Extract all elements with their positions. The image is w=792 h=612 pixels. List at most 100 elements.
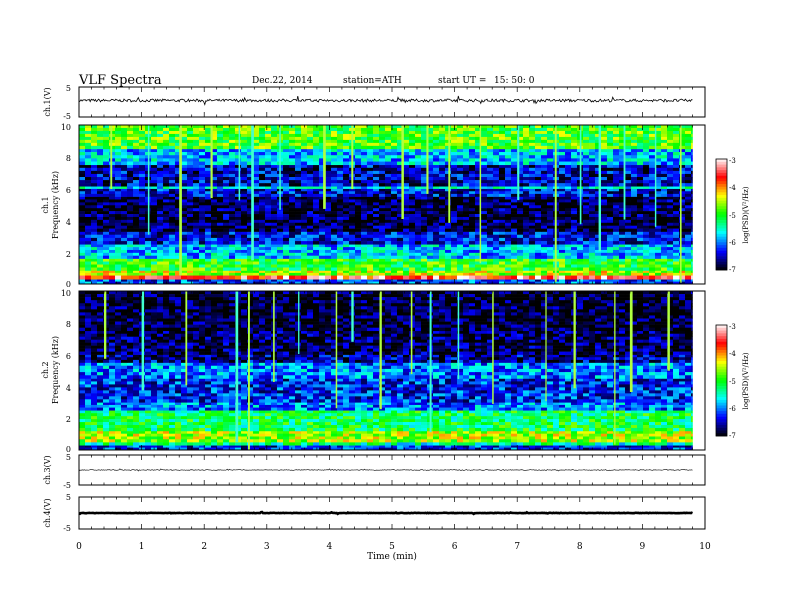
spectrogram-band-6: [79, 362, 693, 379]
spectrogram-band-5: [79, 231, 693, 245]
spec1-ylabel-ch: ch.1: [41, 196, 50, 213]
spectrogram-event-7: [323, 125, 326, 209]
spectrogram-band-4: [79, 244, 693, 259]
spectrogram-ch1-events: [110, 125, 682, 283]
figure-title: VLF Spectra: [78, 73, 162, 88]
spectrogram-band-3: [79, 258, 693, 271]
spectrogram-event-15: [573, 291, 576, 389]
spectrogram-band-8: [79, 330, 693, 355]
colorbar-ch2: -3 -4 -5 -6 -7 log(PSD)(V²/Hz): [715, 323, 750, 440]
spectrogram-event-10: [426, 125, 429, 194]
spec1-ytick-6: 6: [66, 186, 71, 195]
time-axis-title: Time (min): [367, 551, 417, 562]
spectrogram-band-3: [79, 410, 693, 432]
spectrogram-event-17: [623, 125, 626, 220]
xtick-10: 10: [699, 542, 711, 552]
spectrogram-ch1-bands: [79, 125, 705, 285]
spec1-ytick-2: 2: [66, 250, 71, 259]
cbar1-tick-m4: -4: [729, 184, 736, 192]
xtick-1: 1: [139, 542, 145, 552]
time-axis-ticks: [78, 87, 706, 529]
spectrogram-event-16: [598, 125, 601, 252]
start-ut-value: 15: 50: 0: [494, 76, 535, 86]
spec2-ylabel-ch: ch.2: [41, 361, 50, 378]
spectrogram-ch2-events: [104, 291, 670, 450]
spectrogram-event-4: [248, 291, 250, 450]
time-axis-labels: 0 1 2 3 4 5 6 7 8 9 10: [76, 542, 711, 552]
spec1-ylabel-freq: Frequency (kHz): [51, 171, 60, 239]
spectrogram-event-10: [410, 291, 413, 375]
spec2-ytick-6: 6: [66, 352, 71, 361]
spectrogram-event-11: [448, 125, 451, 223]
spectrogram-band-2: [79, 430, 693, 443]
spectrogram-event-13: [517, 125, 520, 201]
spectrogram-band-7: [79, 354, 693, 363]
spectrogram-event-18: [667, 291, 670, 371]
ch3-ylabel: ch.3(V): [43, 455, 52, 484]
spectrogram-event-3: [235, 291, 239, 442]
ch4-ytick-bottom: -5: [63, 524, 71, 533]
spec1-ytick-4: 4: [66, 218, 71, 227]
spec2-ytick-0: 0: [66, 445, 71, 454]
spectrogram-event-1: [141, 291, 145, 391]
cbar1-tick-m3: -3: [729, 157, 736, 165]
spectrogram-ch2-yticks: 10 8 6 4 2 0: [61, 289, 71, 454]
colorbar-ch1-frame: [715, 158, 728, 271]
spectrogram-band-9: [79, 291, 693, 332]
spectrogram-event-1: [147, 125, 150, 235]
spectrogram-event-12: [457, 291, 460, 380]
start-ut-label: start UT =: [438, 76, 486, 86]
colorbar-ch1-gradient: [716, 159, 727, 271]
spectrogram-event-3: [210, 125, 213, 199]
spectrogram-event-12: [479, 125, 482, 264]
colorbar-ch2-frame: [715, 324, 728, 437]
spec2-ytick-4: 4: [66, 384, 71, 393]
spectrogram-event-4: [238, 125, 241, 201]
spec1-ytick-10: 10: [61, 123, 71, 132]
spectrogram-band-2: [79, 270, 693, 276]
ch1-ytick-bottom: -5: [63, 112, 71, 121]
xtick-7: 7: [514, 542, 520, 552]
spectrogram-event-17: [629, 291, 633, 392]
spec1-ytick-0: 0: [66, 280, 71, 289]
spectrogram-event-6: [298, 291, 300, 354]
spectrogram-band-10: [79, 148, 693, 166]
cbar2-tick-m5: -5: [729, 378, 736, 386]
ch1-panel: 5 -5 ch.1(V): [43, 84, 706, 121]
spectrogram-band-1: [79, 442, 693, 446]
ch3-panel: 5 -5 ch.3(V): [43, 453, 706, 490]
ch3-ytick-bottom: -5: [63, 481, 71, 490]
ch3-ytick-top: 5: [66, 453, 71, 462]
spec2-ylabel-freq: Frequency (kHz): [51, 336, 60, 404]
ch4-ytick-top: 5: [66, 493, 71, 502]
spectrogram-ch1-panel: 10 8 6 4 2 0 ch.1 Frequency (kHz): [41, 123, 706, 289]
xtick-6: 6: [452, 542, 458, 552]
cbar2-tick-m4: -4: [729, 350, 736, 358]
spectrogram-event-11: [429, 291, 432, 433]
spectrogram-event-15: [579, 125, 582, 225]
colorbar-ch1: -3 -4 -5 -6 -7 log(PSD)(V²/Hz): [715, 157, 750, 274]
xtick-4: 4: [327, 542, 333, 552]
ch1-ylabel: ch.1(V): [43, 87, 52, 116]
xtick-9: 9: [640, 542, 646, 552]
xtick-0: 0: [76, 542, 82, 552]
spectrogram-event-2: [179, 125, 182, 276]
colorbar-ch2-label: log(PSD)(V²/Hz): [742, 352, 750, 409]
ch1-waveform-line: [78, 95, 693, 106]
spec2-ytick-10: 10: [61, 289, 71, 298]
cbar1-tick-m6: -6: [729, 239, 736, 247]
spectrogram-event-7: [335, 291, 338, 409]
cbar2-tick-m7: -7: [729, 432, 736, 440]
spectrogram-ch1-yticks: 10 8 6 4 2 0: [61, 123, 71, 289]
spectrogram-event-14: [545, 291, 547, 402]
cbar2-tick-m3: -3: [729, 323, 736, 331]
spectrogram-event-13: [492, 291, 494, 404]
xtick-2: 2: [201, 542, 207, 552]
date-label: Dec.22, 2014: [252, 76, 313, 86]
spectrogram-band-9: [79, 164, 693, 187]
spectrogram-event-0: [110, 125, 113, 189]
spectrogram-event-8: [351, 291, 354, 342]
spectrogram-event-18: [654, 125, 657, 227]
spectrogram-ch2-bands: [79, 291, 705, 451]
